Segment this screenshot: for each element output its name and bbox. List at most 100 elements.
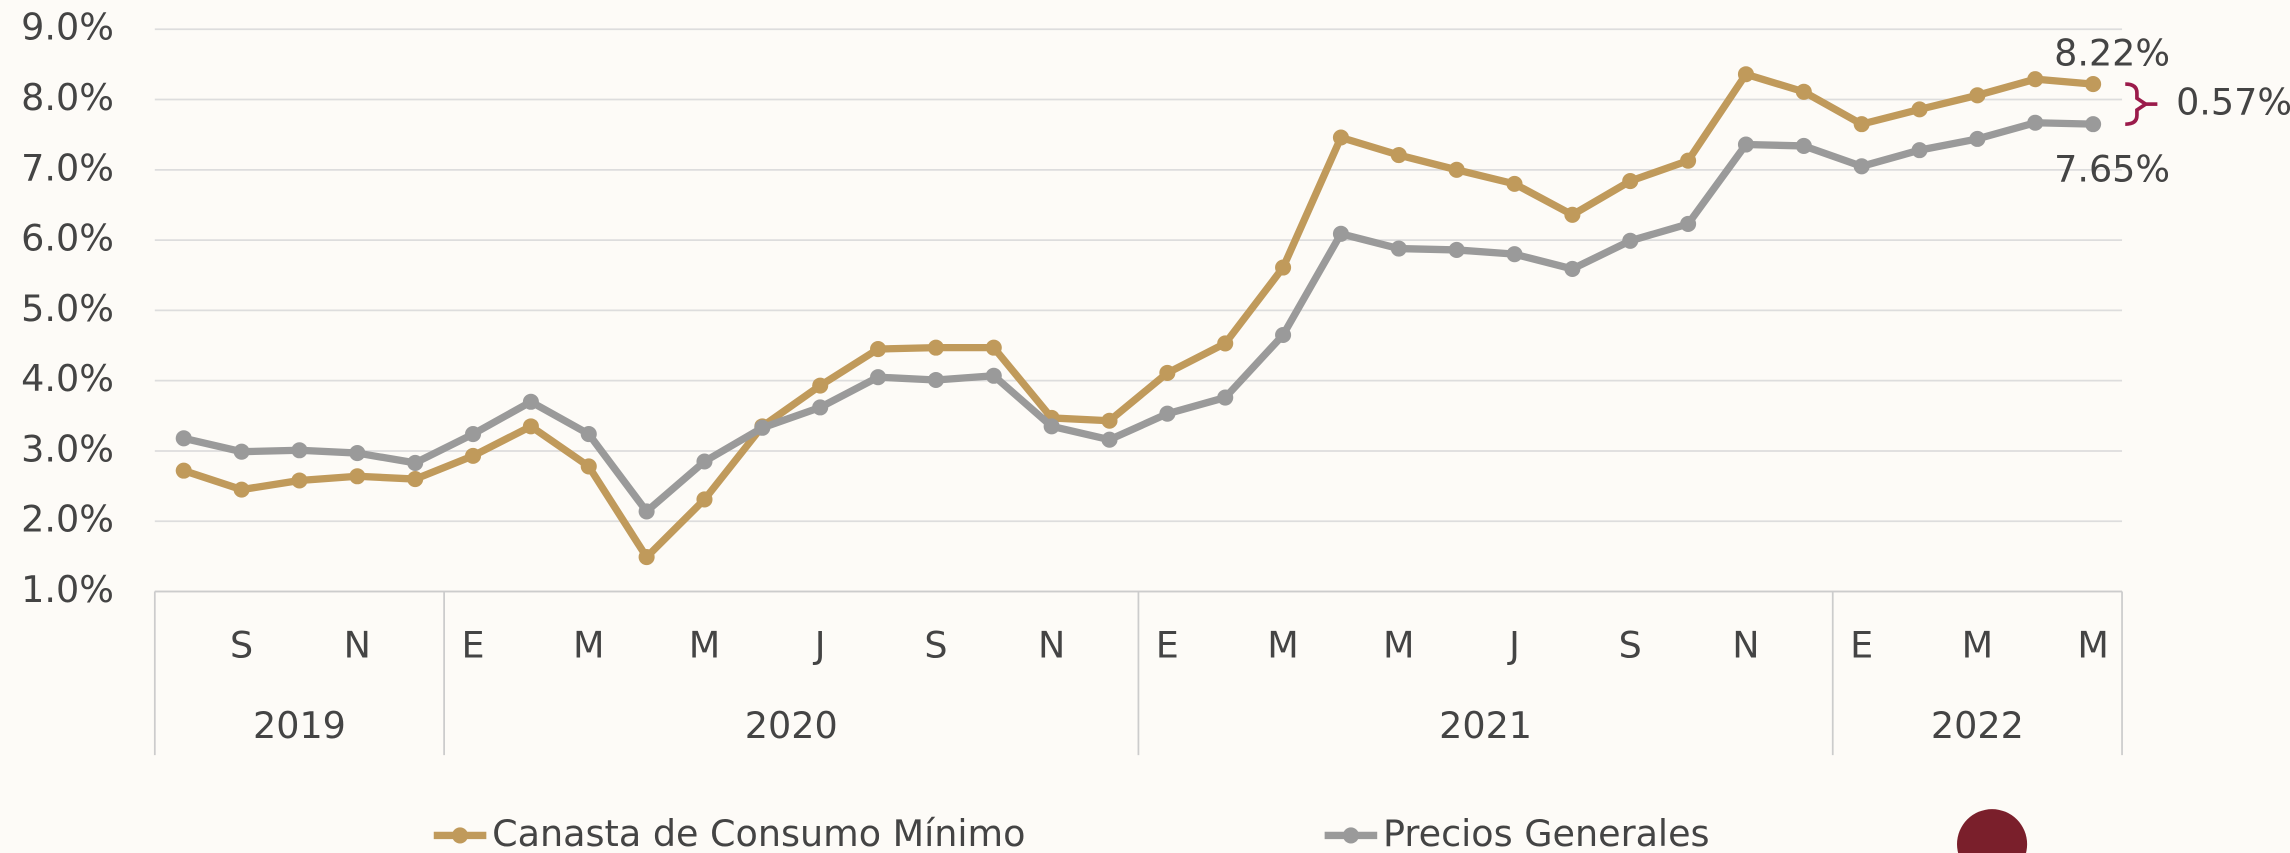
data-point	[1564, 206, 1581, 223]
data-point	[1159, 364, 1176, 381]
x-tick-label: M	[1962, 624, 1994, 667]
x-tick-label: M	[1383, 624, 1415, 667]
data-point	[580, 458, 597, 475]
data-point	[870, 369, 887, 386]
data-point	[2027, 114, 2044, 131]
data-point	[638, 549, 655, 566]
x-tick-label: M	[689, 624, 721, 667]
data-point	[407, 471, 424, 488]
series-line	[182, 119, 2094, 516]
data-point	[1622, 173, 1639, 190]
x-tick-label: N	[1732, 624, 1759, 667]
data-point	[1737, 136, 1754, 153]
data-point	[2085, 76, 2102, 93]
y-tick-label: 3.0%	[21, 427, 114, 470]
y-tick-label: 8.0%	[21, 76, 114, 119]
x-tick-label: S	[230, 624, 253, 667]
data-point	[1680, 215, 1697, 232]
data-point	[1275, 259, 1292, 276]
x-tick-label: E	[1850, 624, 1873, 667]
x-tick-label: E	[1156, 624, 1179, 667]
data-point	[407, 454, 424, 471]
data-point	[1564, 260, 1581, 277]
data-point	[1969, 130, 1986, 147]
difference-bracket	[2125, 82, 2149, 126]
year-label: 2021	[1439, 704, 1532, 747]
y-tick-label: 2.0%	[21, 498, 114, 541]
data-point	[2027, 71, 2044, 88]
x-tick-label: M	[2077, 624, 2109, 667]
data-point	[985, 339, 1002, 356]
data-point	[1622, 232, 1639, 249]
legend-label: Precios Generales	[1383, 812, 1710, 853]
data-point	[1506, 175, 1523, 192]
data-point	[522, 393, 539, 410]
y-tick-label: 7.0%	[21, 146, 114, 189]
data-point	[696, 453, 713, 470]
data-point	[1911, 101, 1928, 118]
data-point	[1737, 66, 1754, 83]
x-tick-label: M	[573, 624, 605, 667]
data-point	[175, 462, 192, 479]
data-point	[1680, 152, 1697, 169]
data-point	[1159, 405, 1176, 422]
data-point	[1390, 147, 1407, 164]
data-point	[927, 339, 944, 356]
data-point	[1332, 225, 1349, 242]
y-tick-label: 4.0%	[21, 357, 114, 400]
data-point	[985, 367, 1002, 384]
data-point	[1795, 137, 1812, 154]
x-tick-label: N	[344, 624, 371, 667]
data-point	[1332, 129, 1349, 146]
data-point	[1795, 83, 1812, 100]
legend-swatch-dot	[452, 827, 469, 844]
data-point	[233, 443, 250, 460]
y-tick-label: 6.0%	[21, 217, 114, 260]
data-point	[1275, 326, 1292, 344]
data-point	[1448, 241, 1465, 258]
x-tick-label: S	[1619, 624, 1642, 667]
data-point	[812, 399, 829, 416]
x-tick-label: N	[1038, 624, 1065, 667]
x-tick-label: M	[1267, 624, 1299, 667]
data-point	[1506, 246, 1523, 263]
data-point	[291, 442, 308, 459]
logo	[1957, 809, 2028, 853]
data-point	[754, 419, 771, 436]
data-label: 8.22%	[2054, 31, 2170, 74]
x-tick-label: J	[1507, 624, 1520, 667]
data-point	[1969, 87, 1986, 104]
year-label: 2019	[253, 704, 346, 747]
legend-swatch-dot	[1342, 827, 1359, 844]
x-tick-label: J	[813, 624, 826, 667]
data-point	[1217, 335, 1234, 352]
data-point	[696, 491, 713, 508]
data-point	[1911, 142, 1928, 159]
annotation: 0.57%	[2176, 81, 2290, 124]
year-label: 2022	[1931, 704, 2024, 747]
data-point	[870, 341, 887, 358]
year-label: 2020	[745, 704, 838, 747]
data-point	[2085, 116, 2102, 133]
data-point	[1853, 158, 1870, 175]
data-point	[1043, 418, 1060, 435]
data-point	[927, 371, 944, 389]
data-point	[1101, 431, 1118, 448]
data-label: 7.65%	[2054, 147, 2170, 190]
series-line	[182, 70, 2094, 561]
data-point	[580, 426, 597, 443]
data-point	[1217, 389, 1234, 406]
data-point	[465, 447, 482, 464]
data-point	[349, 445, 366, 462]
data-point	[349, 468, 366, 485]
x-tick-label: S	[924, 624, 947, 667]
legend-label: Canasta de Consumo Mínimo	[492, 812, 1025, 853]
data-point	[1390, 240, 1407, 257]
data-point	[233, 481, 250, 498]
data-point	[1448, 161, 1465, 178]
data-point	[1101, 412, 1118, 429]
data-point	[465, 426, 482, 443]
x-tick-label: E	[462, 624, 485, 667]
y-tick-label: 9.0%	[21, 6, 114, 49]
